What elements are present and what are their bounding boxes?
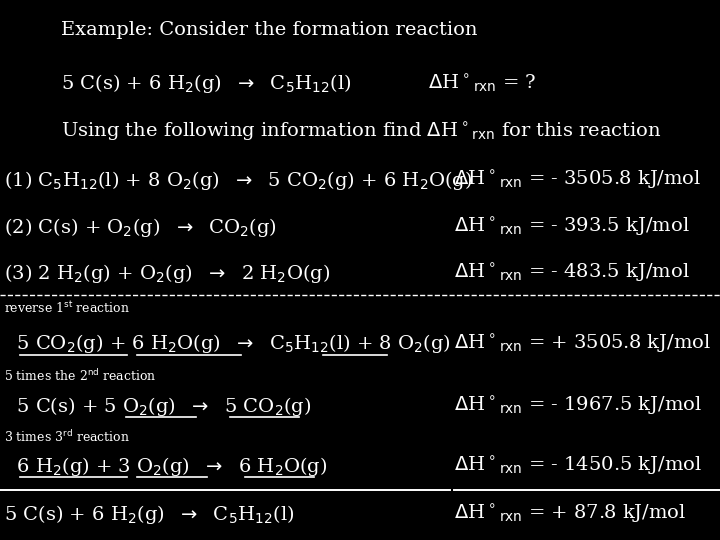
Text: $\Delta$H$^\circ$$_{\rm rxn}$ = - 1450.5 kJ/mol: $\Delta$H$^\circ$$_{\rm rxn}$ = - 1450.5… bbox=[454, 455, 702, 477]
Text: $\Delta$H$^\circ$$_{\rm rxn}$ = - 483.5 kJ/mol: $\Delta$H$^\circ$$_{\rm rxn}$ = - 483.5 … bbox=[454, 262, 689, 285]
Text: (2) C(s) + O$_2$(g)  $\rightarrow$  CO$_2$(g): (2) C(s) + O$_2$(g) $\rightarrow$ CO$_2$… bbox=[4, 217, 276, 239]
Text: (3) 2 H$_2$(g) + O$_2$(g)  $\rightarrow$  2 H$_2$O(g): (3) 2 H$_2$(g) + O$_2$(g) $\rightarrow$ … bbox=[4, 262, 330, 285]
Text: 5 C(s) + 5 O$_2$(g)  $\rightarrow$  5 CO$_2$(g): 5 C(s) + 5 O$_2$(g) $\rightarrow$ 5 CO$_… bbox=[4, 395, 311, 417]
Text: 3 times 3$^{\rm rd}$ reaction: 3 times 3$^{\rm rd}$ reaction bbox=[4, 429, 130, 445]
Text: $\Delta$H$^\circ$$_{\rm rxn}$ = + 87.8 kJ/mol: $\Delta$H$^\circ$$_{\rm rxn}$ = + 87.8 k… bbox=[454, 503, 686, 525]
Text: Example: Consider the formation reaction: Example: Consider the formation reaction bbox=[61, 21, 477, 39]
Text: 5 C(s) + 6 H$_2$(g)  $\rightarrow$  C$_5$H$_{12}$(l): 5 C(s) + 6 H$_2$(g) $\rightarrow$ C$_5$H… bbox=[61, 72, 351, 95]
Text: 5 C(s) + 6 H$_2$(g)  $\rightarrow$  C$_5$H$_{12}$(l): 5 C(s) + 6 H$_2$(g) $\rightarrow$ C$_5$H… bbox=[4, 503, 294, 525]
Text: 5 CO$_2$(g) + 6 H$_2$O(g)  $\rightarrow$  C$_5$H$_{12}$(l) + 8 O$_2$(g): 5 CO$_2$(g) + 6 H$_2$O(g) $\rightarrow$ … bbox=[4, 333, 451, 355]
Text: 5 times the 2$^{\rm nd}$ reaction: 5 times the 2$^{\rm nd}$ reaction bbox=[4, 368, 156, 384]
Text: Using the following information find $\Delta$H$^\circ$$_{\rm rxn}$ for this reac: Using the following information find $\D… bbox=[61, 121, 662, 144]
Text: reverse 1$^{\rm st}$ reaction: reverse 1$^{\rm st}$ reaction bbox=[4, 300, 130, 315]
Text: $\Delta$H$^\circ$$_{\rm rxn}$ = - 3505.8 kJ/mol: $\Delta$H$^\circ$$_{\rm rxn}$ = - 3505.8… bbox=[454, 170, 701, 192]
Text: 6 H$_2$(g) + 3 O$_2$(g)  $\rightarrow$  6 H$_2$O(g): 6 H$_2$(g) + 3 O$_2$(g) $\rightarrow$ 6 … bbox=[4, 455, 327, 477]
Text: (1) C$_5$H$_{12}$(l) + 8 O$_2$(g)  $\rightarrow$  5 CO$_2$(g) + 6 H$_2$O(g): (1) C$_5$H$_{12}$(l) + 8 O$_2$(g) $\righ… bbox=[4, 170, 472, 192]
Text: $\Delta$H$^\circ$$_{\rm rxn}$ = - 393.5 kJ/mol: $\Delta$H$^\circ$$_{\rm rxn}$ = - 393.5 … bbox=[454, 217, 689, 239]
Text: $\Delta$H$^\circ$$_{\rm rxn}$ = ?: $\Delta$H$^\circ$$_{\rm rxn}$ = ? bbox=[428, 72, 537, 95]
Text: $\Delta$H$^\circ$$_{\rm rxn}$ = + 3505.8 kJ/mol: $\Delta$H$^\circ$$_{\rm rxn}$ = + 3505.8… bbox=[454, 333, 711, 355]
Text: $\Delta$H$^\circ$$_{\rm rxn}$ = - 1967.5 kJ/mol: $\Delta$H$^\circ$$_{\rm rxn}$ = - 1967.5… bbox=[454, 395, 702, 417]
